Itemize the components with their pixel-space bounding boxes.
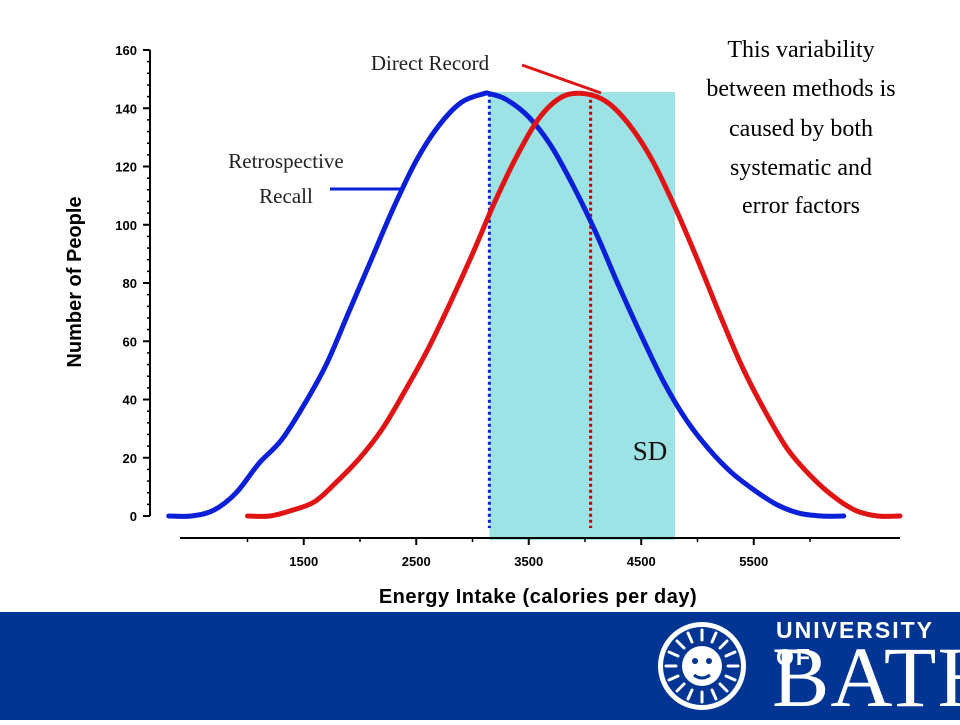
sd-shaded-band: [489, 92, 675, 540]
university-footer-bar: [0, 612, 960, 720]
y-tick-label: 140: [115, 101, 137, 116]
y-tick-label: 100: [115, 218, 137, 233]
y-tick-label: 120: [115, 160, 137, 175]
y-tick-label: 40: [123, 393, 137, 408]
energy-intake-chart: 0 20 40 60 80 100 120 140 160 1500 2500 3500 4500 55…: [64, 37, 903, 608]
variability-note: This variability between methods is caus…: [706, 37, 895, 219]
retrospective-label-line-2: Recall: [259, 184, 313, 208]
note-line-5: error factors: [742, 193, 860, 219]
x-tick-label: 4500: [627, 554, 656, 569]
y-tick-label: 20: [123, 451, 137, 466]
series-line-direct-record: [245, 90, 903, 519]
y-axis-title: Number of People: [64, 196, 86, 367]
note-line-4: systematic and: [730, 155, 872, 181]
y-axis: 0 20 40 60 80 100 120 140 160: [115, 43, 151, 524]
note-line-2: between methods is: [706, 76, 895, 102]
y-tick-label: 160: [115, 43, 137, 58]
y-tick-label: 0: [130, 509, 137, 524]
series-line-retrospective-recall: [166, 90, 847, 519]
note-line-3: caused by both: [729, 116, 873, 142]
x-tick-label: 2500: [402, 554, 431, 569]
x-axis-title: Energy Intake (calories per day): [379, 586, 697, 608]
y-tick-label: 80: [123, 276, 137, 291]
direct-record-label: Direct Record: [371, 51, 490, 75]
university-name: BATH: [772, 629, 960, 725]
x-axis: 1500 2500 3500 4500 5500: [180, 537, 900, 569]
university-label: UNIVERSITY OF: [776, 617, 934, 670]
sd-label: SD: [633, 436, 668, 466]
x-tick-label: 1500: [289, 554, 318, 569]
reference-lines: [487, 93, 593, 528]
series-curves: [166, 90, 903, 519]
x-tick-label: 3500: [514, 554, 543, 569]
y-tick-label: 60: [123, 334, 137, 349]
university-seal-icon: [658, 622, 746, 710]
retrospective-label-line-1: Retrospective: [228, 149, 343, 173]
note-line-1: This variability: [727, 37, 874, 63]
x-tick-label: 5500: [739, 554, 768, 569]
direct-record-leader-line: [521, 63, 602, 95]
